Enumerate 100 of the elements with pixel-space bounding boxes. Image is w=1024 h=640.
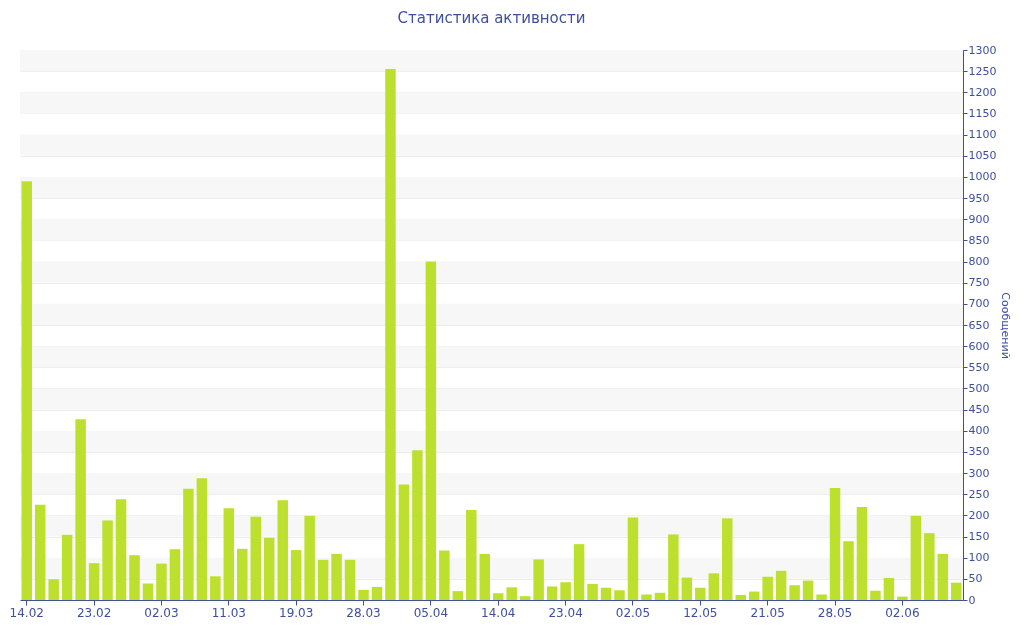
y-tick-label: 400 <box>968 424 990 438</box>
y-tick-label: 1100 <box>968 128 997 142</box>
y-tick-label: 50 <box>968 572 983 586</box>
bar <box>735 594 746 600</box>
bar <box>910 515 922 600</box>
y-tick-label: 650 <box>968 318 990 332</box>
bar <box>250 516 261 600</box>
bar <box>452 591 464 600</box>
bar <box>48 579 59 600</box>
bar <box>371 586 383 600</box>
y-tick-label: 550 <box>968 360 990 374</box>
y-tick-label: 1000 <box>968 170 997 184</box>
y-tick-label: 150 <box>968 530 990 544</box>
bar <box>196 478 208 600</box>
bar <box>870 590 881 600</box>
bar <box>560 582 571 600</box>
bar <box>924 533 935 600</box>
bar <box>331 553 342 600</box>
bar <box>600 587 612 600</box>
bar <box>533 559 544 600</box>
bar <box>479 553 491 600</box>
x-tick-label: 23.04 <box>548 605 583 620</box>
bar <box>317 559 329 600</box>
bar <box>829 487 841 600</box>
bar <box>654 592 666 600</box>
y-tick-label: 1250 <box>968 64 997 78</box>
y-tick-label: 850 <box>968 233 990 247</box>
bar <box>439 550 450 600</box>
bar <box>358 589 369 600</box>
bar <box>412 450 423 600</box>
x-tick-label: 28.05 <box>817 605 853 620</box>
bar <box>883 578 895 600</box>
y-tick-label: 450 <box>968 403 990 417</box>
y-tick-label: 1200 <box>968 85 997 99</box>
x-tick-label: 23.02 <box>76 605 112 620</box>
bar <box>614 590 625 600</box>
y-tick-label: 950 <box>968 191 990 205</box>
bar <box>304 515 315 600</box>
y-tick-label: 1300 <box>968 43 997 57</box>
bar <box>775 570 787 600</box>
y-tick-label: 100 <box>968 551 990 565</box>
bar <box>169 549 181 600</box>
x-tick-label: 14.02 <box>9 605 44 620</box>
bar <box>587 583 598 600</box>
bar <box>263 537 275 600</box>
bar <box>129 555 140 600</box>
bar <box>668 534 679 600</box>
y-tick-label: 300 <box>968 466 990 480</box>
y-tick-label: 350 <box>968 445 990 459</box>
bar <box>344 559 356 600</box>
bar <box>897 596 908 600</box>
y-tick-label: 200 <box>968 508 990 522</box>
bar <box>102 520 113 600</box>
y-axis-title: Сообщений <box>999 292 1013 359</box>
bar <box>237 548 248 600</box>
x-tick-label: 14.04 <box>481 605 516 620</box>
bar <box>748 591 760 600</box>
bar <box>290 550 302 600</box>
y-tick-label: 500 <box>968 381 990 395</box>
bar <box>937 553 949 600</box>
y-tick-label: 800 <box>968 255 990 269</box>
bar <box>115 499 127 600</box>
bar <box>75 419 86 600</box>
bar <box>398 484 410 600</box>
y-tick-label: 1050 <box>968 149 997 163</box>
y-tick-label: 750 <box>968 276 990 290</box>
bar <box>156 563 167 600</box>
y-tick-label: 700 <box>968 297 990 311</box>
bar <box>506 587 517 600</box>
bar <box>385 69 396 600</box>
x-tick-label: 19.03 <box>278 605 314 620</box>
bar <box>789 585 800 600</box>
x-tick-label: 02.05 <box>615 605 651 620</box>
bar <box>843 541 854 600</box>
bar <box>802 580 814 600</box>
x-tick-label: 12.05 <box>683 605 718 620</box>
y-tick-label: 900 <box>968 212 990 226</box>
x-tick-label: 02.06 <box>885 605 920 620</box>
x-tick-label: 21.05 <box>750 605 785 620</box>
x-tick-label: 11.03 <box>211 605 246 620</box>
bar <box>641 594 652 600</box>
bar <box>492 593 504 600</box>
x-tick-label: 28.03 <box>346 605 381 620</box>
bar <box>142 583 154 600</box>
bar <box>722 518 733 600</box>
bar <box>519 596 531 600</box>
bar <box>88 563 100 600</box>
bar <box>466 509 477 600</box>
bar <box>951 582 962 600</box>
bar <box>210 576 221 600</box>
y-tick-label: 1150 <box>968 106 997 120</box>
bar <box>573 544 585 600</box>
y-tick-label: 250 <box>968 487 990 501</box>
x-tick-label: 05.04 <box>413 605 449 620</box>
bar <box>762 576 773 600</box>
x-tick-label: 02.03 <box>144 605 179 620</box>
bar <box>21 181 32 600</box>
bar <box>816 594 827 600</box>
chart-title: Статистика активности <box>397 9 586 27</box>
bar <box>183 488 194 600</box>
